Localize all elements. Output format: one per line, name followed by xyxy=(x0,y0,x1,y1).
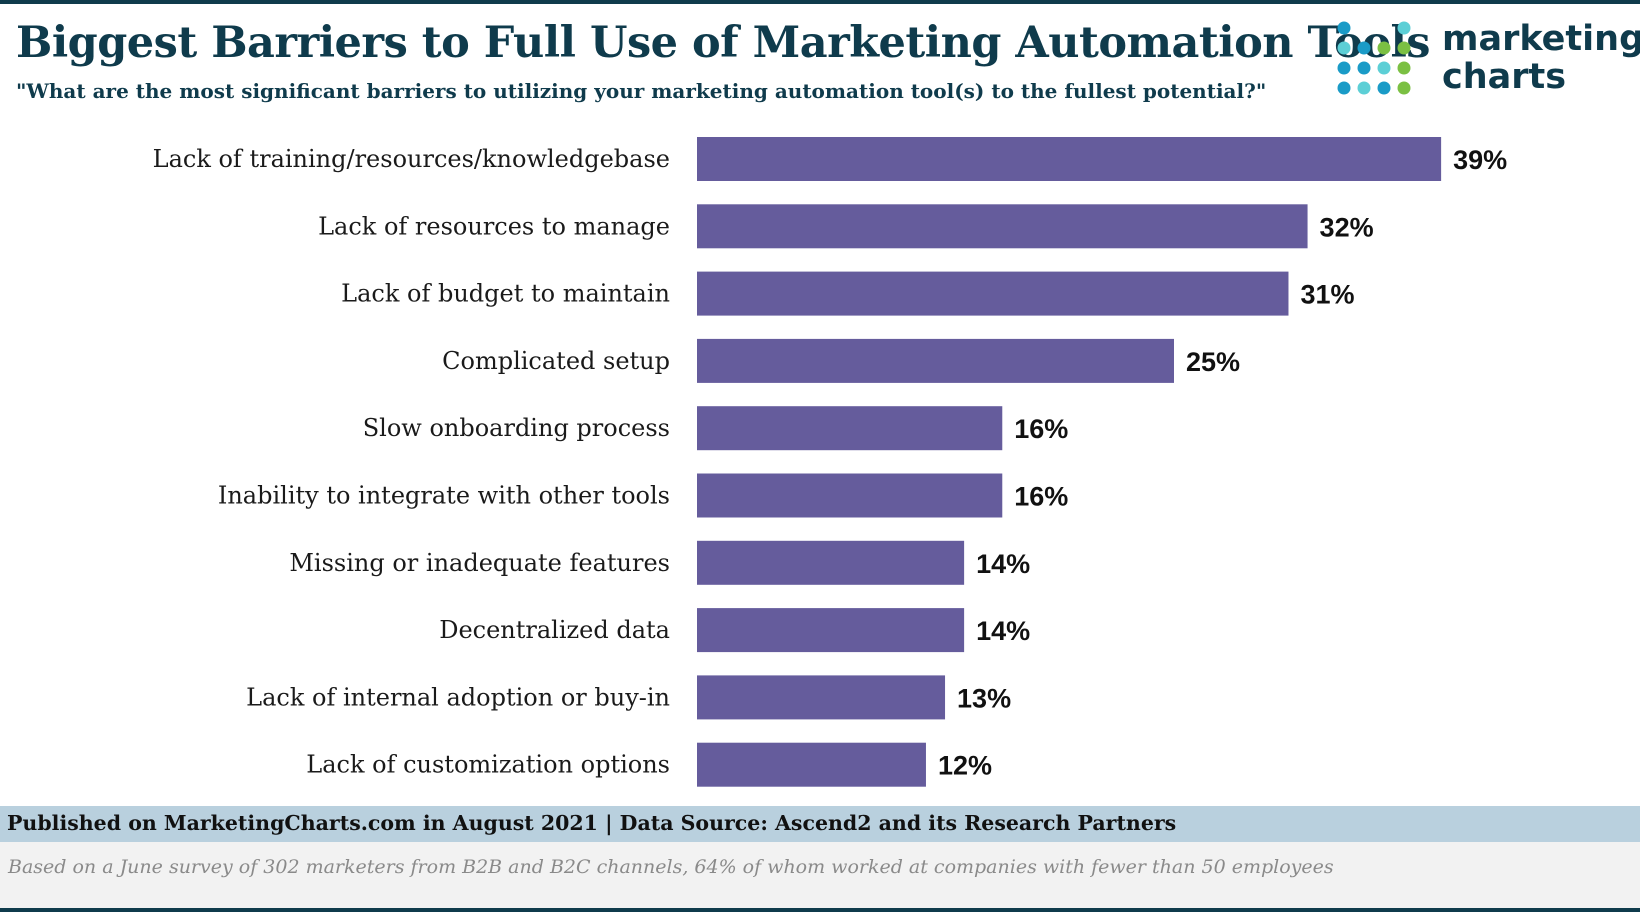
chart-title: Biggest Barriers to Full Use of Marketin… xyxy=(16,18,1431,68)
logo-dot xyxy=(1377,41,1391,55)
value-label-6: 16% xyxy=(1014,482,1068,512)
marketingcharts-logo[interactable]: marketing charts xyxy=(1336,20,1640,100)
bar-5 xyxy=(697,406,1003,451)
bar-2 xyxy=(697,204,1308,249)
logo-dot xyxy=(1397,61,1411,75)
category-label-5: Slow onboarding process xyxy=(363,414,670,442)
logo-dot xyxy=(1377,81,1391,95)
value-label-1: 39% xyxy=(1453,145,1507,175)
category-label-8: Decentralized data xyxy=(439,616,670,644)
value-label-9: 13% xyxy=(957,683,1011,713)
logo-dot xyxy=(1337,21,1351,35)
bar-9 xyxy=(697,675,946,720)
logo-dot xyxy=(1397,41,1411,55)
bar-10 xyxy=(697,742,926,787)
logo-dot xyxy=(1337,81,1351,95)
category-label-9: Lack of internal adoption or buy-in xyxy=(246,683,670,711)
category-label-4: Complicated setup xyxy=(442,347,670,375)
bar-6 xyxy=(697,473,1003,518)
category-label-6: Inability to integrate with other tools xyxy=(218,482,670,510)
category-label-1: Lack of training/resources/knowledgebase xyxy=(153,145,670,173)
value-label-10: 12% xyxy=(938,751,992,781)
bar-3 xyxy=(697,271,1289,316)
logo-dots-icon xyxy=(1337,21,1411,95)
logo-dot xyxy=(1357,61,1371,75)
bar-7 xyxy=(697,540,965,585)
logo-dot xyxy=(1337,61,1351,75)
bar-8 xyxy=(697,608,965,653)
chart-subtitle: "What are the most significant barriers … xyxy=(16,79,1267,103)
value-label-8: 14% xyxy=(976,616,1030,646)
logo-dot xyxy=(1377,61,1391,75)
value-label-7: 14% xyxy=(976,549,1030,579)
logo-dot xyxy=(1337,41,1351,55)
logo-dot xyxy=(1397,21,1411,35)
value-label-4: 25% xyxy=(1186,347,1240,377)
bar-4 xyxy=(697,338,1174,383)
value-label-3: 31% xyxy=(1300,280,1354,310)
logo-dot xyxy=(1357,41,1371,55)
value-label-5: 16% xyxy=(1014,414,1068,444)
source-band: Published on MarketingCharts.com in Augu… xyxy=(0,806,1640,842)
note-band: Based on a June survey of 302 marketers … xyxy=(0,842,1640,908)
top-rule xyxy=(0,0,1640,4)
logo-line-2: charts xyxy=(1442,57,1567,97)
logo-line-1: marketing xyxy=(1442,19,1640,59)
bottom-rule xyxy=(0,908,1640,912)
survey-note: Based on a June survey of 302 marketers … xyxy=(8,856,1334,878)
category-label-7: Missing or inadequate features xyxy=(289,549,670,577)
category-label-10: Lack of customization options xyxy=(306,751,670,779)
category-label-2: Lack of resources to manage xyxy=(318,212,670,240)
source-text: Published on MarketingCharts.com in Augu… xyxy=(7,811,1177,835)
bar-chart: Lack of training/resources/knowledgebase… xyxy=(153,137,1507,787)
logo-dot xyxy=(1357,81,1371,95)
logo-dot xyxy=(1397,81,1411,95)
logo-wordmark: marketing charts xyxy=(1442,20,1640,96)
bar-1 xyxy=(697,137,1442,181)
category-label-3: Lack of budget to maintain xyxy=(341,280,670,308)
value-label-2: 32% xyxy=(1320,212,1374,242)
